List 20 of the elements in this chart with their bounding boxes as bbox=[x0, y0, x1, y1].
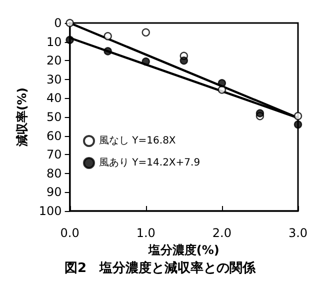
x-tick-label: 1.0 bbox=[136, 226, 156, 240]
y-tick-label: 100 bbox=[38, 204, 62, 218]
x-tick-label: 0.0 bbox=[60, 226, 80, 240]
x-axis-title: 塩分濃度(%) bbox=[147, 242, 220, 257]
x-tick-label: 2.0 bbox=[212, 226, 232, 240]
y-tick-label: 10 bbox=[46, 34, 62, 49]
x-tick-label: 3.0 bbox=[288, 226, 308, 240]
text: 図2 塩分濃度と減収率との関係 bbox=[64, 260, 257, 276]
legend-label: 風なし Y=16.8X bbox=[99, 136, 176, 146]
y-tick-label: 90 bbox=[46, 185, 62, 200]
y-tick-label: 40 bbox=[46, 91, 62, 106]
y-axis-title: 減収率(%) bbox=[15, 88, 29, 148]
y-tick-label: 60 bbox=[46, 128, 62, 143]
y-tick-label: 80 bbox=[46, 166, 62, 180]
y-tick-label: 50 bbox=[46, 110, 62, 124]
legend-label: 風あり Y=14.2X+7.9 bbox=[99, 158, 200, 168]
y-tick-label: 0 bbox=[54, 16, 62, 30]
y-tick-label: 70 bbox=[46, 148, 62, 162]
y-tick-label: 30 bbox=[46, 72, 62, 86]
y-tick-label: 20 bbox=[46, 54, 62, 68]
